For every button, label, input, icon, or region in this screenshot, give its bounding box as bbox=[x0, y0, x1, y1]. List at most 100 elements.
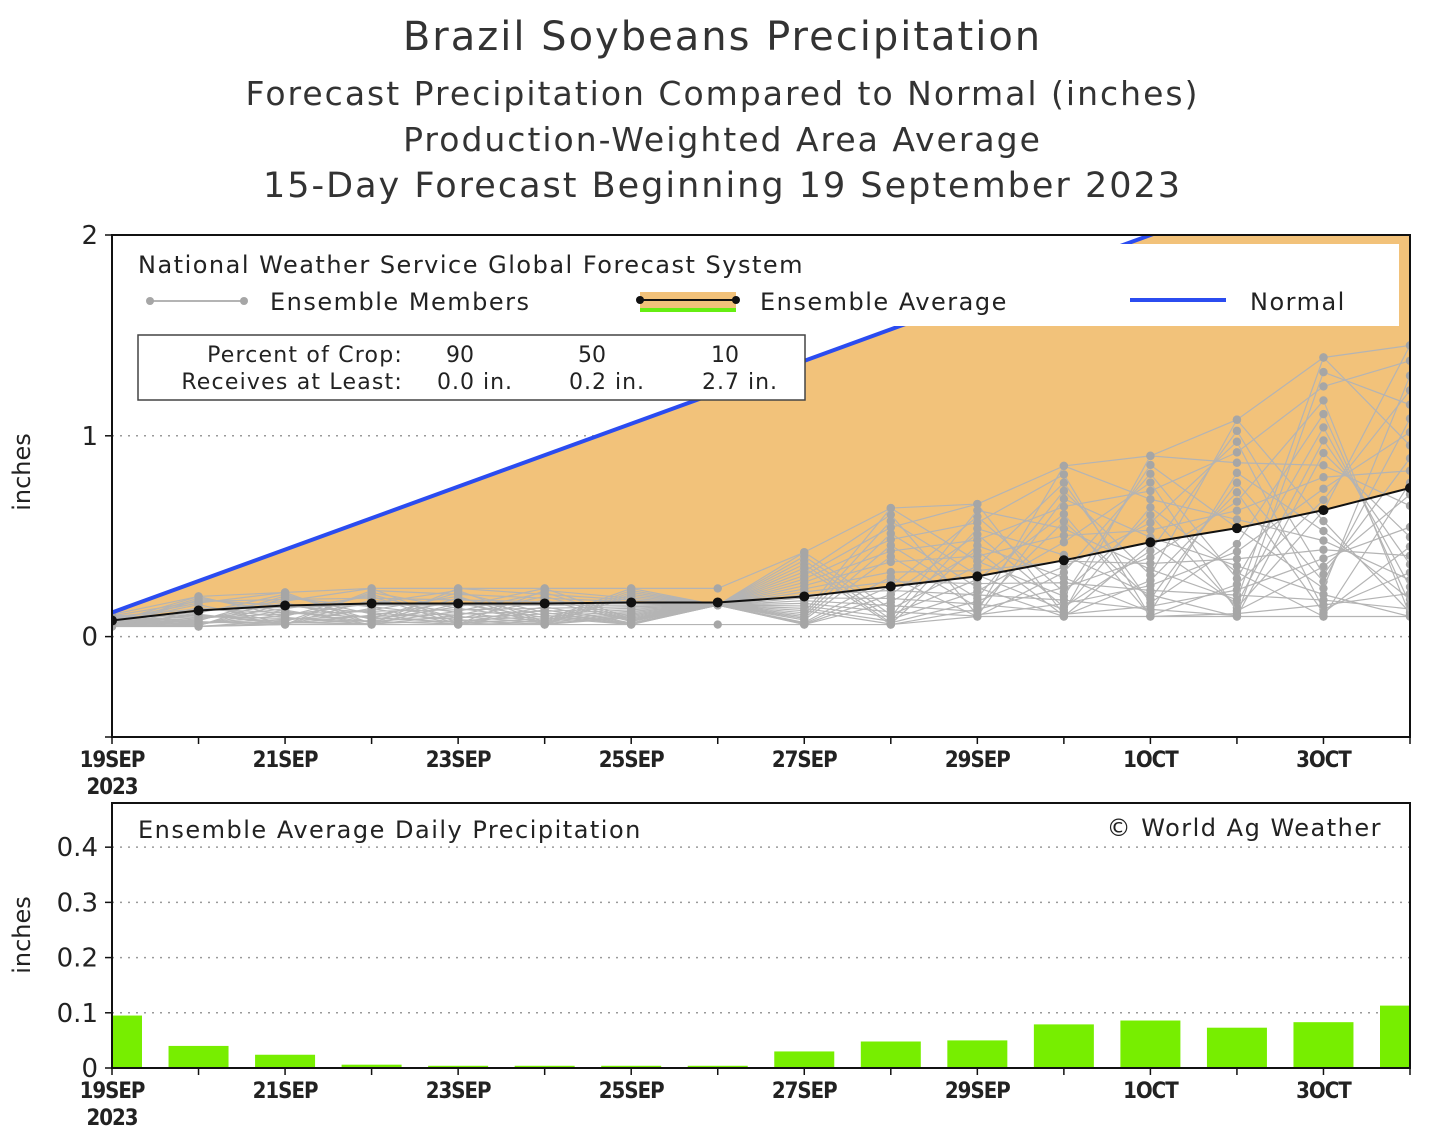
ensemble-member-point bbox=[1146, 478, 1155, 487]
ensemble-member-point bbox=[973, 546, 982, 556]
ensemble-member-point bbox=[627, 615, 636, 624]
ensemble-member-point bbox=[1232, 448, 1242, 457]
ensemble-member-point bbox=[973, 524, 982, 533]
ensemble-member-point bbox=[1319, 554, 1328, 563]
legend-average-dot-left bbox=[636, 296, 644, 304]
bottom-x-year-label: 2023 bbox=[86, 1106, 137, 1131]
ensemble-member-point bbox=[1405, 560, 1410, 569]
ensemble-member-point bbox=[886, 541, 895, 550]
bottom-panel-title: Ensemble Average Daily Precipitation bbox=[138, 816, 642, 844]
ensemble-member-point bbox=[1405, 386, 1410, 395]
daily-precipitation-bar bbox=[947, 1040, 1008, 1068]
ensemble-member-point bbox=[1405, 568, 1410, 577]
bottom-gridlines bbox=[112, 846, 1410, 1014]
crop-amount-50: 0.2 in. bbox=[569, 370, 645, 395]
bottom-y-tick-label: 0.1 bbox=[57, 999, 98, 1029]
daily-precipitation-bar bbox=[774, 1051, 835, 1068]
ensemble-member-point bbox=[1319, 484, 1328, 493]
ensemble-average-point bbox=[1405, 483, 1410, 494]
ensemble-member-point bbox=[886, 510, 895, 519]
ensemble-member-line bbox=[112, 356, 1410, 627]
top-x-tick-label: 1OCT bbox=[1123, 748, 1179, 773]
ensemble-average-points bbox=[112, 483, 1410, 626]
ensemble-member-point bbox=[1405, 522, 1410, 532]
legend-members-dot-left bbox=[146, 297, 154, 305]
ensemble-member-point bbox=[1405, 371, 1410, 380]
daily-precipitation-bar bbox=[687, 1065, 748, 1068]
legend-normal-label: Normal bbox=[1250, 288, 1346, 316]
ensemble-member-point bbox=[1232, 426, 1242, 436]
ensemble-average-point bbox=[972, 571, 983, 582]
ensemble-average-point bbox=[1318, 505, 1329, 516]
daily-precipitation-bar bbox=[428, 1065, 489, 1068]
top-x-tick-label: 25SEP bbox=[599, 748, 664, 773]
ensemble-member-point bbox=[1405, 400, 1410, 409]
ensemble-member-point bbox=[800, 563, 809, 573]
ensemble-member-point bbox=[886, 523, 895, 532]
ensemble-average-point bbox=[1145, 537, 1156, 548]
ensemble-member-point bbox=[886, 535, 895, 544]
top-y-axis-label: inches bbox=[8, 433, 36, 511]
legend-source: National Weather Service Global Forecast… bbox=[138, 251, 804, 279]
ensemble-member-line bbox=[112, 375, 1410, 627]
daily-precipitation-bar bbox=[860, 1041, 921, 1068]
ensemble-member-point bbox=[453, 592, 463, 601]
ensemble-member-point bbox=[453, 586, 463, 595]
ensemble-member-point bbox=[1232, 488, 1242, 497]
ensemble-member-point bbox=[1232, 515, 1242, 524]
ensemble-member-line bbox=[112, 470, 1410, 621]
chart-subtitle-3: 15-Day Forecast Beginning 19 September 2… bbox=[262, 166, 1183, 206]
crop-row2-label: Receives at Least: bbox=[181, 370, 403, 395]
top-y-tick-label: 2 bbox=[81, 221, 98, 251]
ensemble-member-point bbox=[1146, 486, 1155, 496]
crop-percent-90: 90 bbox=[446, 343, 474, 368]
ensemble-member-point bbox=[1059, 568, 1069, 577]
crop-box-frame bbox=[137, 334, 806, 401]
ensemble-average-point bbox=[626, 597, 637, 608]
daily-precipitation-bar bbox=[1033, 1024, 1094, 1068]
ensemble-member-point bbox=[1405, 551, 1410, 560]
ensemble-member-line bbox=[112, 615, 1410, 628]
ensemble-average-point bbox=[1058, 555, 1069, 566]
ensemble-member-point bbox=[1232, 468, 1242, 478]
ensemble-average-point bbox=[885, 581, 896, 592]
ensemble-member-point bbox=[1319, 436, 1328, 445]
bottom-y-tick-label: 0.2 bbox=[57, 944, 98, 974]
ensemble-member-point bbox=[973, 506, 982, 515]
bottom-x-tick-label: 27SEP bbox=[772, 1079, 837, 1104]
ensemble-member-point bbox=[1405, 501, 1410, 510]
ensemble-member-point bbox=[713, 584, 722, 593]
top-y-axis: 0 1 2 bbox=[81, 221, 112, 738]
ensemble-member-point bbox=[1232, 497, 1242, 506]
ensemble-average-point bbox=[193, 605, 204, 616]
chart-subtitle-2: Production-Weighted Area Average bbox=[403, 120, 1042, 159]
ensemble-member-point bbox=[1146, 553, 1155, 562]
ensemble-member-point bbox=[367, 612, 376, 621]
ensemble-member-point bbox=[800, 584, 809, 594]
ensemble-member-point bbox=[1232, 561, 1242, 570]
legend-members-dot-right bbox=[240, 297, 248, 305]
ensemble-member-point bbox=[1146, 469, 1155, 479]
ensemble-member-point bbox=[1232, 609, 1242, 618]
ensemble-member-point bbox=[973, 518, 982, 527]
daily-precipitation-bar bbox=[255, 1054, 316, 1068]
ensemble-member-point bbox=[1405, 589, 1410, 598]
ensemble-member-point bbox=[1319, 526, 1328, 536]
ensemble-member-point bbox=[194, 622, 203, 631]
ensemble-member-point bbox=[1059, 524, 1069, 533]
top-x-year-label: 2023 bbox=[86, 775, 137, 800]
ensemble-member-point bbox=[1146, 451, 1155, 461]
ensemble-member-point bbox=[886, 503, 895, 513]
ensemble-member-point bbox=[1059, 486, 1069, 496]
ensemble-member-point bbox=[1059, 517, 1069, 526]
ensemble-member-point bbox=[1146, 460, 1155, 470]
ensemble-member-line bbox=[112, 549, 1410, 617]
ensemble-member-point bbox=[1146, 510, 1155, 520]
daily-precipitation-bars bbox=[112, 1005, 1410, 1068]
ensemble-member-point bbox=[1405, 611, 1410, 620]
daily-precipitation-bar bbox=[601, 1065, 662, 1068]
ensemble-member-point bbox=[1405, 414, 1410, 423]
bottom-plot-frame bbox=[111, 802, 1411, 1069]
ensemble-member-point bbox=[800, 608, 809, 617]
ensemble-member-point bbox=[1319, 382, 1328, 391]
